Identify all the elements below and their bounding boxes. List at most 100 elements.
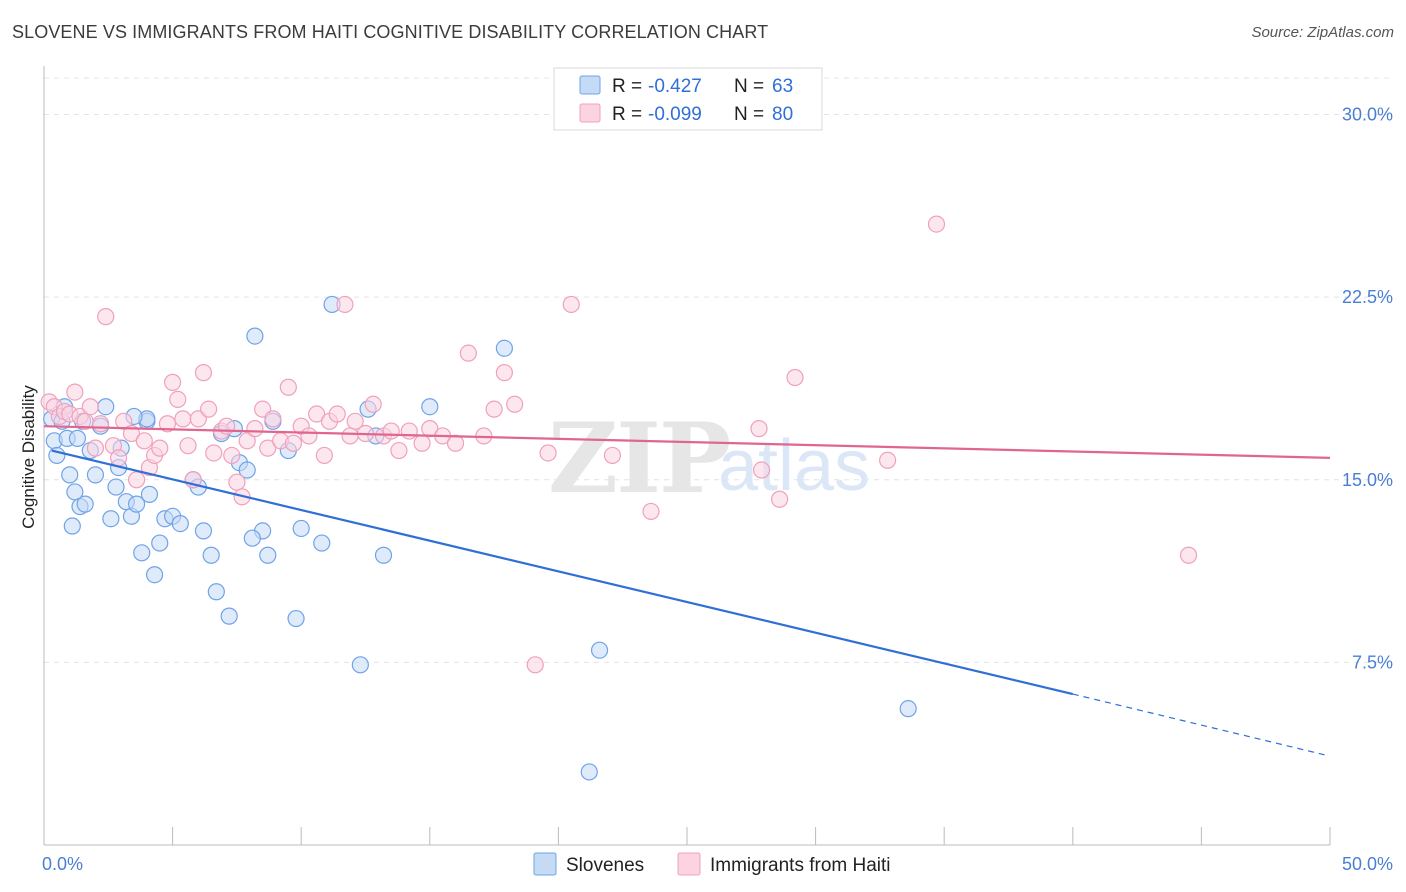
watermark-atlas: atlas — [718, 426, 870, 506]
slovenes-point-9 — [68, 429, 87, 447]
slovenes-point-46 — [287, 609, 305, 628]
haiti-point-59 — [413, 434, 431, 452]
haiti-point-9 — [86, 439, 105, 457]
haiti-point-72 — [642, 502, 660, 521]
haiti-point-17 — [135, 432, 153, 450]
slovenes-point-26 — [151, 534, 169, 552]
haiti-point-21 — [158, 415, 177, 433]
legend-n-value-haiti: 80 — [772, 104, 793, 125]
haiti-point-74 — [752, 461, 771, 479]
haiti-point-63 — [459, 344, 477, 362]
haiti-point-54 — [364, 395, 382, 413]
haiti-point-39 — [259, 439, 277, 457]
haiti-point-79 — [1179, 546, 1198, 564]
haiti-point-73 — [750, 420, 768, 438]
series-legend-swatch-slovenes — [533, 852, 557, 876]
slovenes-point-50 — [351, 656, 369, 674]
haiti-point-22 — [164, 373, 182, 391]
haiti-point-24 — [174, 410, 192, 428]
slovenes-trend-extension — [1072, 693, 1325, 756]
haiti-point-5 — [66, 383, 84, 401]
grid-lines — [44, 77, 1393, 663]
slovenes-point-53 — [374, 546, 393, 564]
slovenes-point-39 — [238, 461, 256, 479]
haiti-point-56 — [382, 422, 400, 440]
slovenes-point-7 — [63, 517, 81, 535]
y-tick-label-2: 22.5% — [1342, 287, 1393, 307]
chart-title: SLOVENE VS IMMIGRANTS FROM HAITI COGNITI… — [12, 22, 769, 42]
watermark-zip: ZIP — [548, 402, 729, 515]
haiti-point-52 — [346, 412, 364, 430]
trend-lines — [43, 425, 1331, 756]
slovenes-point-42 — [259, 546, 277, 564]
haiti-trend-line — [43, 425, 1331, 459]
haiti-point-20 — [151, 439, 169, 457]
haiti-point-8 — [81, 398, 99, 416]
haiti-point-68 — [526, 656, 544, 674]
haiti-point-28 — [194, 364, 213, 382]
x-tick-label-min: 0.0% — [42, 854, 83, 874]
series-legend: Slovenes Immigrants from Haiti — [533, 852, 891, 876]
legend-swatch-haiti — [579, 103, 601, 123]
stats-legend: R = -0.427 N = 63 R = -0.099 N = 80 — [553, 67, 823, 131]
haiti-point-43 — [284, 434, 303, 452]
haiti-point-11 — [97, 308, 115, 326]
haiti-point-10 — [91, 415, 110, 433]
slovenes-point-54 — [421, 398, 439, 416]
legend-n-label-slovenes: N = — [734, 76, 764, 97]
haiti-point-13 — [109, 449, 128, 467]
slovenes-point-58 — [899, 700, 917, 718]
slovenes-point-21 — [127, 495, 146, 513]
axes — [43, 66, 1331, 846]
haiti-point-16 — [127, 471, 146, 489]
haiti-point-70 — [562, 295, 580, 314]
legend-r-label-slovenes: R = — [612, 76, 642, 97]
haiti-point-42 — [279, 378, 297, 396]
haiti-point-62 — [446, 434, 465, 452]
slovenes-point-16 — [102, 510, 120, 528]
slovenes-point-36 — [220, 607, 238, 625]
slovenes-point-11 — [76, 495, 94, 513]
haiti-point-58 — [400, 422, 418, 440]
legend-n-value-slovenes: 63 — [772, 76, 793, 97]
haiti-point-37 — [246, 420, 264, 438]
legend-r-value-haiti: -0.099 — [648, 104, 702, 125]
haiti-point-49 — [328, 405, 346, 423]
haiti-point-33 — [223, 446, 241, 465]
series-legend-label-haiti: Immigrants from Haiti — [710, 855, 891, 876]
y-tick-labels: 7.5% 15.0% 22.5% 30.0% — [1342, 105, 1393, 673]
haiti-point-14 — [115, 412, 133, 430]
slovenes-point-57 — [590, 641, 609, 659]
slovenes-point-56 — [580, 763, 598, 781]
haiti-point-77 — [879, 451, 897, 469]
slovenes-point-33 — [202, 546, 220, 564]
haiti-point-23 — [169, 390, 187, 409]
slovenes-point-29 — [171, 514, 189, 533]
slovenes-point-2 — [48, 446, 66, 465]
haiti-point-69 — [539, 444, 557, 462]
slovenes-point-40 — [246, 327, 264, 345]
haiti-point-67 — [506, 395, 524, 413]
slovenes-point-13 — [86, 466, 105, 484]
haiti-point-45 — [300, 427, 318, 445]
slovenes-point-47 — [292, 519, 310, 538]
slovenes-point-32 — [194, 522, 213, 540]
haiti-point-65 — [485, 400, 503, 418]
x-tick-label-max: 50.0% — [1342, 854, 1393, 874]
legend-swatch-slovenes — [579, 75, 601, 95]
slovenes-points — [43, 295, 917, 781]
haiti-point-76 — [786, 368, 804, 387]
haiti-point-40 — [264, 410, 282, 428]
y-tick-label-3: 30.0% — [1342, 105, 1393, 125]
slovenes-point-15 — [97, 398, 115, 416]
slovenes-point-43 — [243, 529, 261, 547]
series-legend-swatch-haiti — [677, 852, 701, 876]
haiti-point-71 — [603, 446, 622, 465]
slovenes-point-25 — [145, 566, 164, 584]
slovenes-point-17 — [107, 478, 125, 496]
slovenes-point-22 — [133, 544, 151, 562]
slovenes-trend-line — [51, 449, 1074, 696]
haiti-point-75 — [770, 490, 789, 508]
haiti-point-30 — [205, 444, 223, 462]
